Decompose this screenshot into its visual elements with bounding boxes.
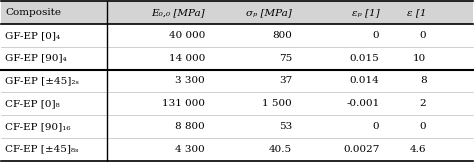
Text: Composite: Composite [5,8,61,17]
Text: 8: 8 [420,76,427,86]
Text: 0: 0 [373,122,379,131]
Text: 40 000: 40 000 [169,31,205,40]
Text: 800: 800 [272,31,292,40]
Text: 14 000: 14 000 [169,54,205,63]
Text: GF-EP [±45]₂ₛ: GF-EP [±45]₂ₛ [5,76,79,86]
Text: σₚ [MPa]: σₚ [MPa] [246,8,292,17]
Text: GF-EP [90]₄: GF-EP [90]₄ [5,54,67,63]
Bar [1,1,473,24]
Text: 3 300: 3 300 [175,76,205,86]
Text: 2: 2 [420,99,427,108]
Text: 53: 53 [279,122,292,131]
Text: 0: 0 [420,31,427,40]
Text: 0: 0 [373,31,379,40]
Text: 4 300: 4 300 [175,145,205,154]
Text: 10: 10 [413,54,427,63]
Text: CF-EP [±45]₈ₛ: CF-EP [±45]₈ₛ [5,145,79,154]
Text: 0.015: 0.015 [349,54,379,63]
Text: 4.6: 4.6 [410,145,427,154]
Text: E₀,₀ [MPa]: E₀,₀ [MPa] [151,8,205,17]
Text: 75: 75 [279,54,292,63]
Text: εₚ [1]: εₚ [1] [352,8,379,17]
Text: 8 800: 8 800 [175,122,205,131]
Text: 1 500: 1 500 [263,99,292,108]
Text: 0: 0 [420,122,427,131]
Text: 37: 37 [279,76,292,86]
Text: 0.0027: 0.0027 [343,145,379,154]
Text: 131 000: 131 000 [162,99,205,108]
Text: CF-EP [90]₁₆: CF-EP [90]₁₆ [5,122,71,131]
Text: GF-EP [0]₄: GF-EP [0]₄ [5,31,60,40]
Text: CF-EP [0]₈: CF-EP [0]₈ [5,99,60,108]
Text: 40.5: 40.5 [269,145,292,154]
Text: 0.014: 0.014 [349,76,379,86]
Text: -0.001: -0.001 [346,99,379,108]
Text: ε [1: ε [1 [407,8,427,17]
